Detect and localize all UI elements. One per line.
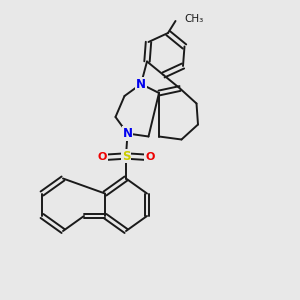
- Text: S: S: [122, 149, 130, 163]
- Text: O: O: [145, 152, 155, 163]
- Text: N: N: [136, 77, 146, 91]
- Text: CH₃: CH₃: [184, 14, 203, 25]
- Text: N: N: [122, 127, 133, 140]
- Text: O: O: [97, 152, 107, 163]
